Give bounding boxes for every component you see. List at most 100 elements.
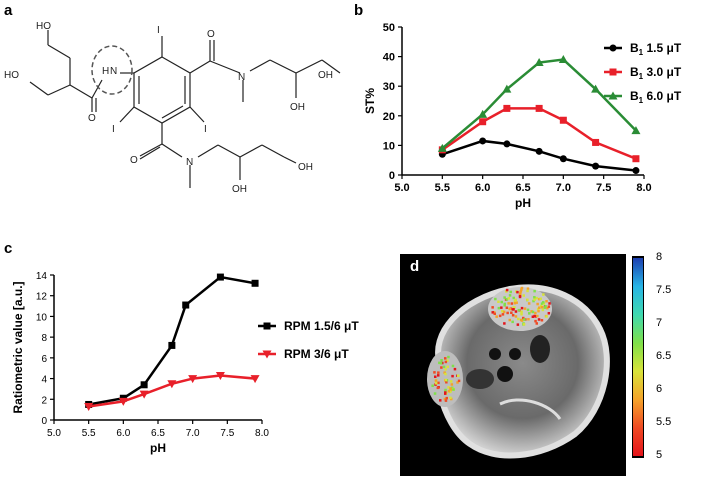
x-tick-label: 5.5 — [435, 182, 450, 194]
ph-pixel — [544, 305, 547, 308]
ph-pixel — [518, 295, 522, 299]
x-tick-label: 7.0 — [556, 182, 571, 194]
data-point — [167, 380, 177, 389]
ph-pixel — [512, 308, 515, 311]
data-point — [534, 58, 544, 67]
ph-pixel — [449, 396, 452, 400]
ph-pixel — [522, 294, 525, 297]
ph-pixel — [505, 290, 508, 293]
ph-colorbar — [632, 256, 644, 458]
ph-pixel — [443, 371, 446, 374]
atom-oh-3: OH — [298, 162, 313, 173]
ph-pixel — [517, 317, 520, 321]
ph-pixel — [493, 311, 496, 314]
ph-pixel — [444, 357, 447, 360]
x-tick-label: 5.5 — [82, 428, 96, 439]
ph-pixel — [444, 372, 447, 376]
ph-pixel — [434, 375, 437, 378]
data-point — [216, 273, 224, 281]
panel-letter-c: c — [4, 240, 13, 257]
colorbar-tick-label: 8 — [656, 251, 663, 263]
legend-marker — [609, 44, 617, 52]
atom-o-amide1: O — [207, 29, 215, 40]
y-tick-label: 0 — [41, 416, 47, 427]
x-tick-label: 8.0 — [255, 428, 269, 439]
legend-label: RPM 3/6 μT — [284, 347, 349, 361]
ph-pixel — [518, 294, 522, 297]
y-tick-label: 30 — [383, 81, 395, 93]
data-point — [503, 140, 511, 148]
y-tick-label: 20 — [383, 111, 395, 123]
ph-pixel — [511, 320, 514, 324]
x-tick-label: 8.0 — [636, 182, 651, 194]
atom-oh-4: OH — [232, 184, 247, 195]
ph-pixel — [520, 288, 523, 291]
ph-pixel — [526, 308, 530, 312]
chart-b: 5.0 5.5 6.0 6.5 7.0 7.5 8.0 0 10 20 30 40 50 pH ST% B1 … — [363, 22, 682, 210]
data-point — [632, 167, 640, 175]
ph-pixel — [511, 314, 515, 317]
ph-pixel — [434, 382, 438, 385]
ph-pixel — [439, 361, 443, 365]
atom-o-amide2: O — [130, 155, 138, 166]
data-point — [631, 126, 641, 135]
ph-pixel — [533, 314, 536, 318]
ph-pixel — [510, 311, 513, 314]
data-point — [140, 381, 148, 389]
atom-oh-1: OH — [318, 70, 333, 81]
data-point — [168, 341, 176, 349]
data-point — [478, 109, 488, 118]
ph-pixel — [520, 286, 524, 290]
ph-pixel — [533, 289, 536, 293]
data-point — [188, 375, 198, 384]
ph-pixel — [443, 397, 447, 401]
ph-pixel — [515, 301, 518, 304]
x-axis-label: pH — [515, 196, 531, 210]
colorbar-tick-label: 7 — [656, 317, 663, 329]
data-point — [592, 162, 600, 170]
y-axis-label: ST% — [363, 88, 377, 114]
data-point — [632, 155, 640, 163]
ph-pixel — [494, 297, 497, 301]
legend-marker — [609, 68, 617, 76]
ph-pixel — [495, 315, 498, 318]
colorbar-tick-label: 5 — [656, 449, 663, 461]
ph-pixel — [540, 306, 544, 309]
data-point — [118, 397, 128, 406]
atom-ho-top: HO — [36, 21, 51, 32]
y-tick-label: 8 — [41, 333, 47, 344]
ph-pixel — [437, 374, 440, 377]
ph-pixel — [546, 306, 549, 310]
ph-pixel — [512, 296, 515, 300]
y-tick-label: 50 — [383, 22, 395, 34]
ph-pixel — [503, 302, 506, 306]
ph-pixel — [530, 310, 533, 313]
ph-pixel — [547, 305, 551, 308]
ph-pixel — [519, 291, 522, 294]
data-point — [139, 390, 149, 399]
ph-pixel — [457, 374, 460, 377]
ph-pixel — [536, 314, 539, 318]
ph-pixel — [542, 301, 545, 304]
ph-pixel — [503, 304, 506, 307]
ph-pixel — [431, 384, 434, 387]
y-tick-label: 14 — [36, 271, 48, 282]
ph-pixel — [503, 322, 506, 325]
ph-pixel — [440, 366, 443, 369]
ph-pixel — [528, 312, 531, 315]
ph-pixel — [446, 359, 449, 362]
ph-pixel — [452, 388, 455, 391]
ph-pixel — [540, 302, 544, 305]
data-point — [535, 147, 543, 155]
ph-pixel — [535, 296, 538, 300]
panel-letter-d: d — [410, 258, 420, 275]
ph-pixel — [539, 297, 542, 300]
ph-pixel — [434, 379, 438, 382]
ph-pixel — [451, 374, 454, 378]
ph-pixel — [508, 307, 511, 311]
legend-label: B1 6.0 μT — [630, 89, 682, 105]
x-tick-label: 6.5 — [151, 428, 165, 439]
x-tick-label: 6.5 — [515, 182, 530, 194]
ph-pixel — [541, 308, 545, 312]
ph-pixel — [512, 306, 515, 309]
